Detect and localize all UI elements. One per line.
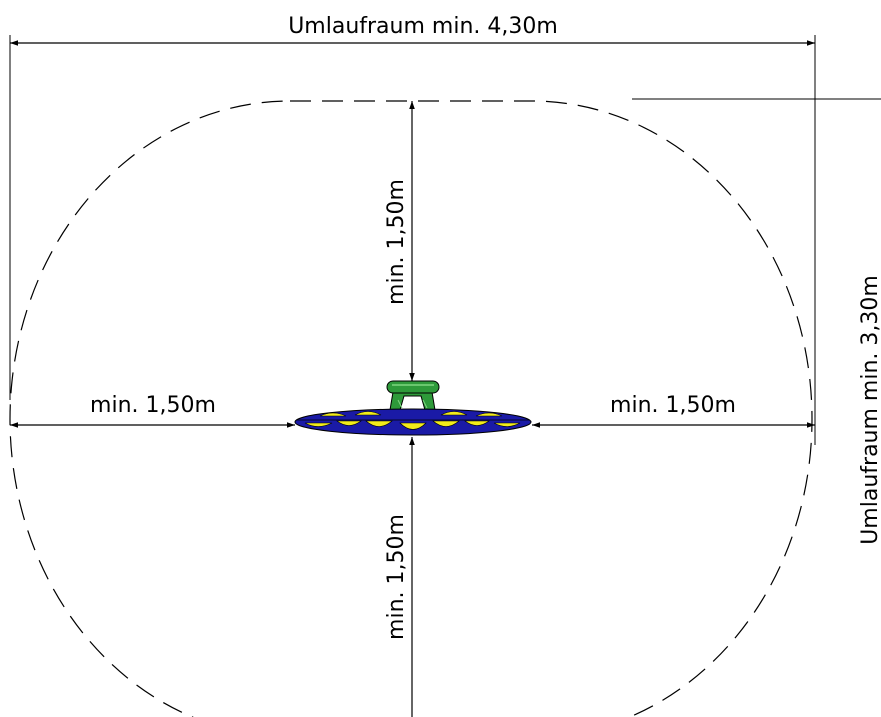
left-clearance-label: min. 1,50m <box>90 393 216 418</box>
right-clearance-label: min. 1,50m <box>610 393 736 418</box>
disc-icon <box>294 408 532 436</box>
seat-icon <box>386 380 440 411</box>
width-dimension-label: Umlaufraum min. 4,30m <box>288 14 558 39</box>
disc-pattern <box>304 411 521 430</box>
top-clearance-label: min. 1,50m <box>384 179 409 305</box>
clearance-boundary <box>9 100 813 717</box>
spinning-disc-device <box>294 380 532 436</box>
bottom-clearance-label: min. 1,50m <box>384 514 409 640</box>
depth-dimension-label: Umlaufraum min. 3,30m <box>858 275 881 545</box>
